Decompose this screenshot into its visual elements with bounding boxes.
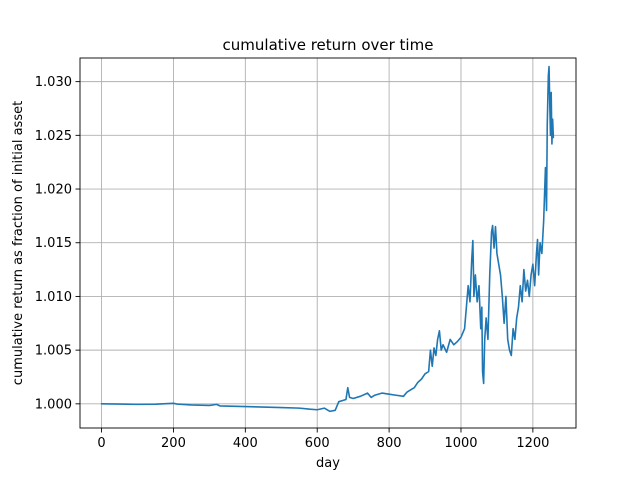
y-tick-label: 1.025 [35,129,72,144]
y-tick-label: 1.030 [35,75,72,90]
y-tick-label: 1.005 [35,344,72,359]
x-axis-label: day [316,456,340,471]
x-axis: 0 200 400 600 800 1000 1200 [97,428,549,451]
x-tick-label: 400 [233,436,258,451]
series-line [100,65,555,413]
y-tick-label: 1.010 [35,290,72,305]
y-tick-label: 1.020 [35,183,72,198]
x-tick-label: 1200 [516,436,549,451]
x-tick-label: 200 [161,436,186,451]
series-layer [100,65,555,413]
y-axis-label: cumulative return as fraction of initial… [11,101,26,385]
chart-title: cumulative return over time [223,36,434,54]
y-tick-label: 1.000 [35,397,72,412]
grid [80,58,576,428]
y-tick-label: 1.015 [35,236,72,251]
x-tick-label: 0 [97,436,105,451]
x-tick-label: 800 [377,436,402,451]
x-tick-label: 1000 [444,436,477,451]
x-tick-label: 600 [305,436,330,451]
y-axis: 1.000 1.005 1.010 1.015 1.020 1.025 1.030 [35,75,80,412]
